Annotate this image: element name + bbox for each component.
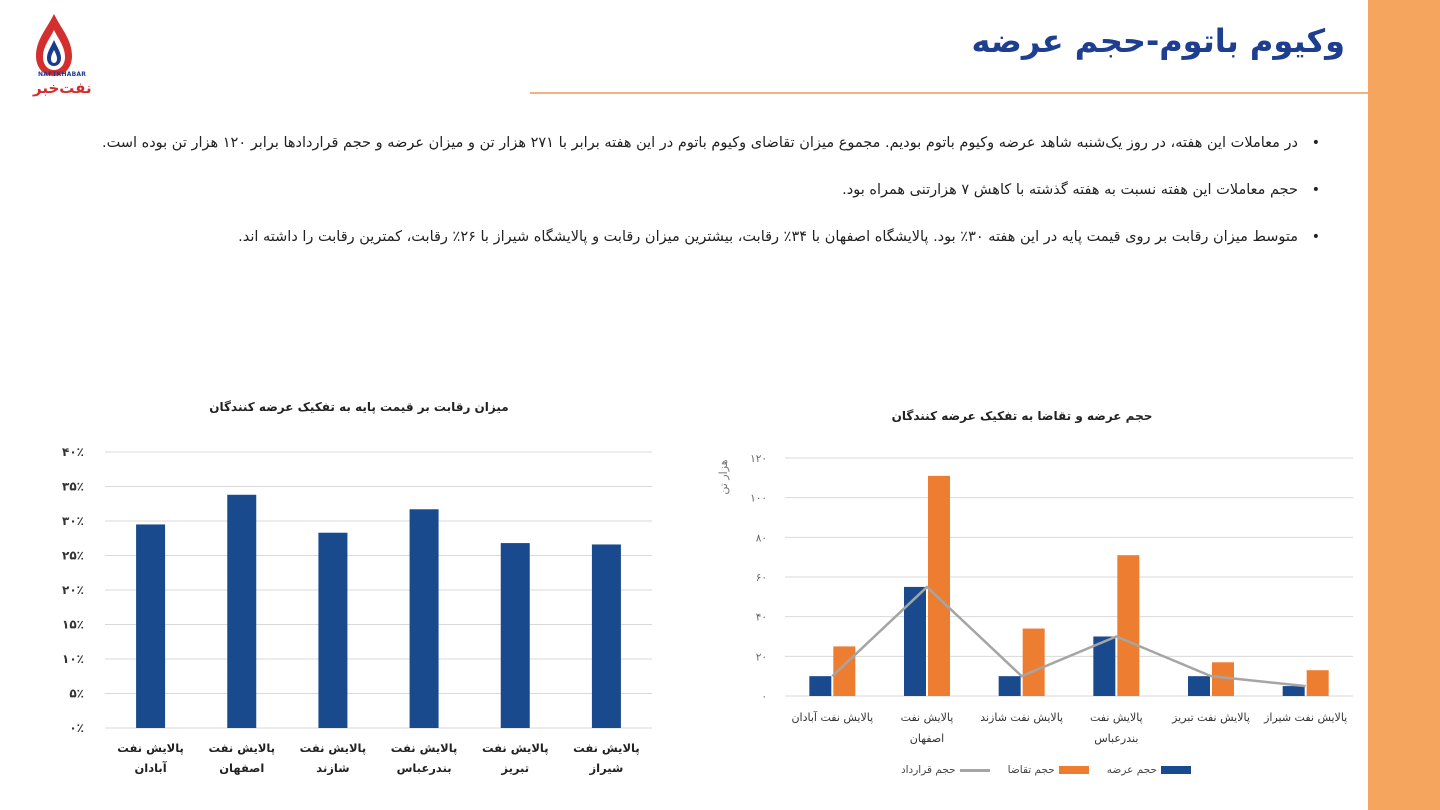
x-tick-label: پالایش نفت — [901, 711, 954, 724]
x-tick-label: پالایش نفت — [573, 741, 640, 755]
bar-demand — [1117, 555, 1140, 696]
logo-persian-text: نفت‌خبر — [33, 79, 92, 97]
y-tick-label: ۱۰٪ — [62, 652, 84, 666]
x-tick-label: شازند — [316, 761, 349, 775]
x-tick-label: تبریز — [500, 761, 529, 775]
bar — [136, 524, 166, 728]
x-tick-label: پالایش نفت شیراز — [1263, 711, 1347, 724]
bullet-dot: • — [1311, 229, 1320, 245]
legend-swatch-contract — [959, 768, 990, 772]
side-accent-band — [1368, 0, 1440, 810]
bar — [227, 494, 257, 728]
x-tick-label: پالایش نفت — [391, 741, 458, 755]
x-tick-label: بندرعباس — [397, 761, 452, 775]
x-tick-label: اصفهان — [219, 761, 264, 775]
x-tick-label: پالایش نفت — [1090, 711, 1143, 724]
line-contract — [831, 585, 1306, 688]
bullet-item: • در معاملات این هفته، در روز یک‌شنبه شاه… — [88, 120, 1320, 167]
legend-label-demand: حجم تقاضا — [1007, 764, 1055, 776]
y-tick-label: ۲۰ — [756, 651, 767, 663]
bar — [409, 509, 439, 728]
competition-chart-title: میزان رقابت بر قیمت پایه به تفکیک عرضه ک… — [209, 400, 509, 414]
bullet-dot: • — [1311, 135, 1320, 151]
y-tick-label: ۱۵٪ — [62, 618, 84, 632]
bar-supply — [1282, 686, 1305, 696]
bar — [500, 543, 530, 728]
bullet-item: • متوسط میزان رقابت بر روی قیمت پایه در ا… — [88, 214, 1320, 261]
legend-item-supply: حجم عرضه — [1107, 764, 1191, 776]
bar-demand — [1022, 628, 1045, 696]
bullet-text: در معاملات این هفته، در روز یک‌شنبه شاهد… — [101, 135, 1298, 151]
bullet-text: متوسط میزان رقابت بر روی قیمت پایه در ای… — [238, 229, 1298, 245]
bullet-dot: • — [1311, 182, 1320, 198]
legend-item-demand: حجم تقاضا — [1008, 764, 1089, 776]
x-tick-label: پالایش نفت شازند — [980, 711, 1063, 724]
bar-demand — [928, 475, 950, 696]
logo-latin-text: NAFTKHABAR — [38, 71, 87, 78]
bullet-list: • در معاملات این هفته، در روز یک‌شنبه شاه… — [88, 120, 1320, 261]
bar-demand — [1212, 662, 1234, 696]
bar — [318, 532, 348, 728]
y-tick-label: ۳۰٪ — [62, 514, 84, 528]
logo: NAFTKHABAR نفت‌خبر — [28, 12, 92, 104]
bar-supply — [809, 676, 832, 696]
supply-demand-chart-title: حجم عرضه و تقاضا به تفکیک عرضه کنندگان — [891, 409, 1153, 423]
bar-supply — [998, 676, 1021, 696]
legend-item-contract: حجم قرارداد — [901, 764, 990, 776]
y-tick-label: ۱۲۰ — [750, 453, 767, 465]
y-tick-label: ۰ — [761, 691, 767, 703]
bar-supply — [1093, 636, 1116, 696]
title-underline — [530, 92, 1368, 94]
y-tick-label: ۲۰٪ — [62, 583, 84, 597]
y-tick-label: ۵٪ — [69, 687, 84, 701]
legend-swatch-supply — [1161, 766, 1191, 774]
y-tick-label: ۲۵٪ — [62, 549, 84, 563]
legend-label-contract: حجم قرارداد — [900, 764, 956, 776]
page-title: وکیوم باتوم-حجم عرضه — [971, 22, 1345, 60]
x-tick-label: پالایش نفت — [117, 741, 184, 755]
x-tick-label: اصفهان — [910, 732, 944, 745]
x-tick-label: پالایش نفت — [208, 741, 275, 755]
y-tick-label: ۴۰ — [756, 612, 767, 624]
y-axis-label: هزار تن — [717, 459, 730, 494]
y-tick-label: ۳۵٪ — [62, 480, 84, 494]
bar — [591, 544, 621, 728]
bullet-text: حجم معاملات این هفته نسبت به هفته گذشته … — [842, 182, 1298, 198]
bullet-item: • حجم معاملات این هفته نسبت به هفته گذشته… — [88, 167, 1320, 214]
y-tick-label: ۸۰ — [756, 532, 767, 544]
x-tick-label: پالایش نفت — [482, 741, 549, 755]
bar-supply — [904, 586, 926, 696]
x-tick-label: پالایش نفت — [300, 741, 367, 755]
x-tick-label: پالایش نفت تبریز — [1171, 711, 1250, 724]
x-tick-label: آبادان — [134, 761, 167, 775]
y-tick-label: ۱۰۰ — [750, 493, 767, 505]
x-tick-label: شیراز — [589, 761, 624, 775]
y-tick-label: ۴۰٪ — [62, 445, 84, 459]
bar-supply — [1188, 676, 1210, 696]
x-tick-label: پالایش نفت آبادان — [791, 710, 873, 724]
bar-demand — [1306, 670, 1329, 696]
legend-label-supply: حجم عرضه — [1106, 764, 1157, 776]
y-tick-label: ۰٪ — [69, 721, 84, 735]
y-tick-label: ۶۰ — [756, 572, 767, 584]
legend-swatch-demand — [1058, 766, 1089, 774]
x-tick-label: بندرعباس — [1094, 732, 1138, 745]
flame-drop-icon — [36, 14, 72, 76]
supply-demand-legend: حجم عرضه حجم تقاضا حجم قرارداد — [871, 762, 1191, 778]
